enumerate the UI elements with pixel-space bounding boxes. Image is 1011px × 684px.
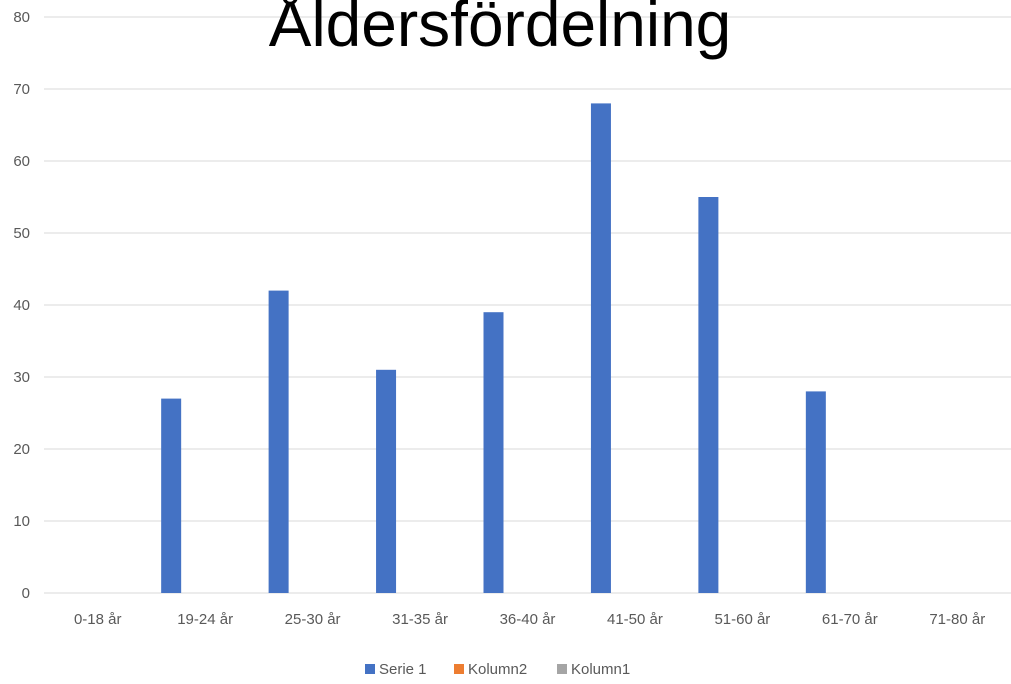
legend-label: Serie 1 bbox=[379, 661, 427, 678]
legend-label: Kolumn2 bbox=[468, 661, 527, 678]
bar bbox=[698, 197, 719, 593]
x-tick-label: 41-50 år bbox=[607, 611, 663, 628]
bar bbox=[483, 312, 504, 593]
y-tick-label: 60 bbox=[13, 153, 30, 170]
y-tick-label: 70 bbox=[13, 81, 30, 98]
y-tick-label: 10 bbox=[13, 513, 30, 530]
x-tick-label: 0-18 år bbox=[74, 611, 122, 628]
legend-swatch bbox=[454, 664, 464, 674]
legend-swatch bbox=[557, 664, 567, 674]
legend: Serie 1 Kolumn2 Kolumn1 bbox=[365, 661, 630, 678]
legend-label: Kolumn1 bbox=[571, 661, 630, 678]
bar bbox=[805, 391, 826, 593]
x-tick-label: 31-35 år bbox=[392, 611, 448, 628]
y-tick-label: 50 bbox=[13, 225, 30, 242]
x-tick-label: 19-24 år bbox=[177, 611, 233, 628]
bar bbox=[590, 103, 611, 594]
y-tick-label: 20 bbox=[13, 441, 30, 458]
y-tick-label: 80 bbox=[13, 9, 30, 26]
x-tick-label: 36-40 år bbox=[500, 611, 556, 628]
x-tick-label: 61-70 år bbox=[822, 611, 878, 628]
chart-title: Åldersfördelning bbox=[269, 0, 732, 60]
legend-item: Kolumn1 bbox=[557, 661, 630, 678]
x-tick-label: 51-60 år bbox=[714, 611, 770, 628]
y-tick-label: 30 bbox=[13, 369, 30, 386]
y-tick-label: 40 bbox=[13, 297, 30, 314]
legend-item: Serie 1 bbox=[365, 661, 427, 678]
x-tick-label: 25-30 år bbox=[285, 611, 341, 628]
y-axis-ticks: 0 10 20 30 40 50 60 70 80 bbox=[13, 9, 30, 602]
bar bbox=[376, 369, 397, 593]
bars bbox=[161, 103, 826, 594]
x-axis-ticks: 0-18 år 19-24 år 25-30 år 31-35 år 36-40 år 4… bbox=[74, 611, 985, 628]
bar bbox=[268, 290, 289, 593]
y-tick-label: 0 bbox=[22, 585, 30, 602]
legend-item: Kolumn2 bbox=[454, 661, 527, 678]
gridlines bbox=[44, 16, 1011, 594]
legend-swatch bbox=[365, 664, 375, 674]
x-tick-label: 71-80 år bbox=[929, 611, 985, 628]
bar bbox=[161, 398, 182, 593]
